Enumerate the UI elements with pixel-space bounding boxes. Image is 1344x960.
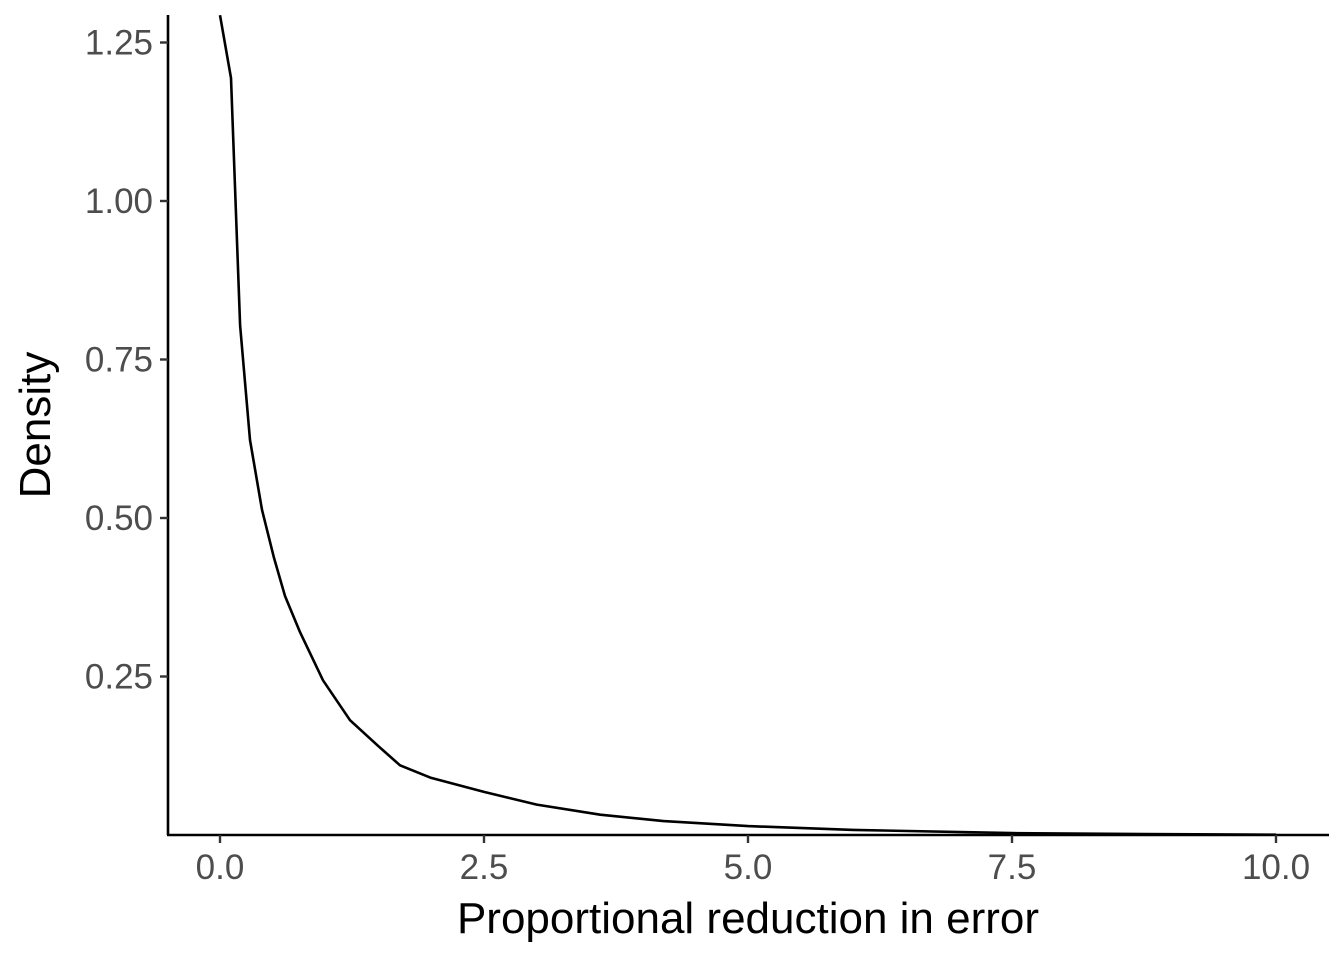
x-tick-label: 2.5 bbox=[460, 848, 509, 887]
y-axis-title: Density bbox=[11, 352, 60, 499]
x-tick-label: 7.5 bbox=[988, 848, 1037, 887]
y-tick-label: 0.75 bbox=[85, 341, 153, 380]
y-tick-label: 1.25 bbox=[85, 24, 153, 63]
y-tick-label: 1.00 bbox=[85, 182, 153, 221]
y-tick-label: 0.50 bbox=[85, 499, 153, 538]
density-curve bbox=[218, 14, 1277, 836]
plot-area bbox=[218, 14, 1277, 836]
x-tick-label: 0.0 bbox=[196, 848, 245, 887]
y-tick-label: 0.25 bbox=[85, 658, 153, 697]
x-axis-title: Proportional reduction in error bbox=[457, 894, 1039, 943]
x-axis-ticks: 0.0 2.5 5.0 7.5 10.0 bbox=[196, 835, 1310, 887]
y-axis-ticks: 0.25 0.50 0.75 1.00 1.25 bbox=[85, 24, 168, 697]
x-tick-label: 10.0 bbox=[1242, 848, 1310, 887]
x-tick-label: 5.0 bbox=[724, 848, 773, 887]
